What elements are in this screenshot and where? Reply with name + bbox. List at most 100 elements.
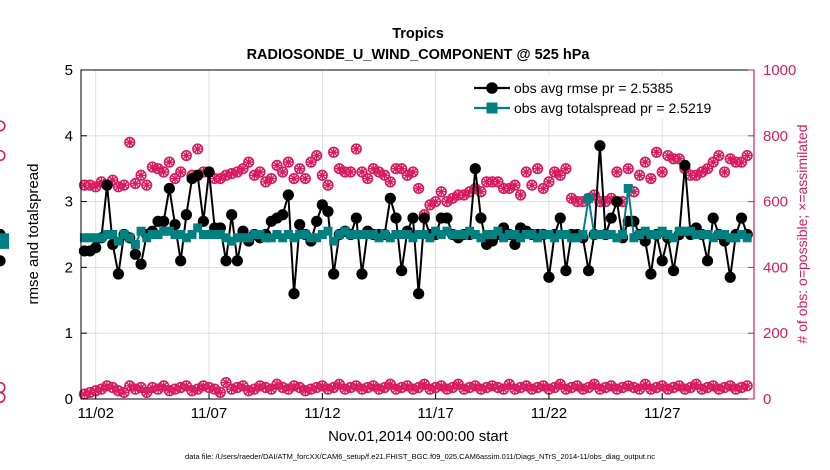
obs-assimilated-point	[577, 384, 588, 395]
obs-assimilated-point	[515, 382, 526, 393]
obs-assimilated-point	[209, 384, 220, 395]
obs-assimilated-point	[339, 384, 350, 395]
totalspread-point	[487, 230, 497, 239]
totalspread-point	[300, 230, 310, 239]
legend: obs avg rmse pr = 2.5385 obs avg totalsp…	[467, 75, 749, 119]
obs-assimilated-point	[640, 379, 651, 390]
obs-assimilated-point	[634, 170, 645, 181]
totalspread-point	[295, 230, 305, 239]
obs-assimilated-point	[742, 150, 753, 161]
obs-assimilated-point	[390, 163, 401, 174]
obs-assimilated-point	[696, 166, 707, 177]
obs-assimilated-point	[492, 382, 503, 393]
y2-tick-label: 0	[763, 391, 771, 408]
totalspread-point	[470, 230, 480, 239]
obs-assimilated-point	[464, 186, 475, 197]
obs-assimilated-point	[130, 384, 141, 395]
legend-spread-marker	[486, 102, 498, 114]
totalspread-point	[193, 223, 203, 233]
chart-title: Tropics	[392, 26, 444, 42]
rmse-point	[679, 159, 691, 172]
obs-assimilated-point	[107, 175, 118, 186]
obs-assimilated-point	[702, 163, 713, 174]
obs-assimilated-point	[606, 380, 617, 391]
totalspread-point	[329, 236, 339, 246]
obs-assimilated-point	[487, 176, 498, 187]
totalspread-point	[170, 230, 180, 239]
totalspread-point	[130, 239, 140, 249]
totalspread-point	[680, 226, 690, 236]
totalspread-point	[493, 226, 503, 236]
rmse-point	[667, 265, 680, 277]
totalspread-point	[742, 233, 752, 243]
obs-assimilated-point	[277, 166, 288, 177]
obs-assimilated-point	[277, 382, 288, 393]
obs-assimilated-point	[170, 384, 181, 395]
x-tick-label: 11/02	[78, 405, 114, 422]
obs-assimilated-point	[255, 380, 266, 391]
rmse-point	[628, 215, 640, 227]
obs-assimilated-point	[543, 384, 554, 395]
obs-assimilated-point	[158, 166, 169, 177]
totalspread-point	[737, 230, 747, 239]
rmse-point	[390, 212, 402, 224]
rmse-point	[129, 248, 141, 260]
totalspread-point	[306, 233, 316, 243]
totalspread-point	[442, 226, 452, 236]
obs-assimilated-point	[441, 196, 452, 207]
rmse-point	[350, 212, 362, 224]
obs-assimilated-point	[300, 385, 311, 396]
totalspread-point	[204, 230, 214, 239]
obs-assimilated-point	[192, 143, 203, 154]
totalspread-point	[357, 230, 367, 239]
obs-assimilated-point	[243, 157, 254, 168]
totalspread-point	[612, 233, 622, 243]
obs-assimilated-point	[306, 157, 316, 168]
totalspread-point	[91, 233, 101, 243]
obs-assimilated-point	[153, 163, 164, 174]
obs-assimilated-point	[606, 193, 617, 204]
totalspread-point	[227, 236, 237, 246]
totalspread-point	[289, 233, 299, 243]
obs-assimilated-point	[90, 385, 101, 396]
y-axis-label: rmse and totalspread	[25, 164, 42, 305]
obs-assimilated-point	[334, 163, 345, 174]
totalspread-point	[255, 230, 265, 239]
obs-assimilated-point	[119, 387, 130, 398]
totalspread-point	[402, 230, 412, 239]
y2-axis-label: # of obs: o=possible; ×=assimilated	[794, 124, 810, 343]
obs-assimilated-point	[379, 382, 390, 393]
obs-assimilated-point	[107, 382, 118, 393]
obs-assimilated-point	[385, 379, 396, 390]
totalspread-point	[544, 230, 554, 239]
rmse-point	[605, 212, 617, 224]
obs-assimilated-point	[475, 186, 486, 197]
obs-assimilated-point	[96, 176, 107, 187]
totalspread-point	[697, 230, 707, 239]
totalspread-point	[0, 239, 9, 249]
totalspread-point	[136, 226, 146, 236]
obs-assimilated-point	[362, 173, 373, 184]
obs-assimilated-point	[611, 384, 622, 395]
totalspread-point	[408, 233, 418, 243]
rmse-point	[724, 271, 736, 283]
totalspread-point	[510, 230, 520, 239]
obs-assimilated-point	[113, 181, 124, 192]
obs-assimilated-point	[702, 382, 713, 393]
obs-assimilated-point	[600, 382, 611, 393]
totalspread-point	[363, 230, 373, 239]
rmse-point	[322, 205, 334, 218]
obs-assimilated-point	[657, 166, 668, 177]
obs-assimilated-point	[368, 163, 379, 174]
totalspread-point	[351, 230, 361, 239]
totalspread-point	[640, 226, 650, 236]
obs-assimilated-point	[481, 176, 492, 187]
totalspread-point	[453, 230, 463, 239]
obs-assimilated-point	[679, 384, 690, 395]
obs-assimilated-point	[691, 379, 702, 390]
obs-assimilated-point	[396, 163, 407, 174]
obs-assimilated-point	[560, 384, 571, 395]
obs-assimilated-point	[532, 382, 543, 393]
totalspread-point	[561, 230, 571, 239]
rmse-point	[277, 209, 289, 221]
